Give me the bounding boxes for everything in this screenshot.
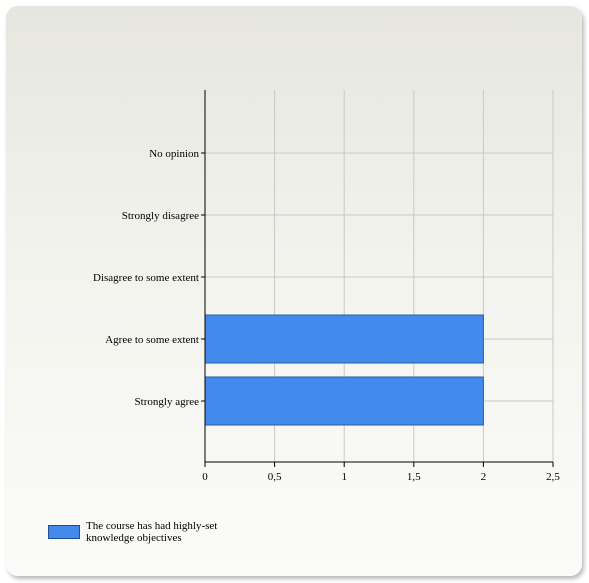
x-tick-label: 2,5 [546,471,560,483]
y-tick-label: Disagree to some extent [93,272,199,284]
y-tick-label: Strongly disagree [122,210,199,222]
x-tick-label: 0,5 [268,471,282,483]
legend: The course has had highly-set knowledge … [48,520,256,544]
x-tick-label: 2 [481,471,487,483]
bar [204,314,484,364]
x-tick-label: 1,5 [407,471,421,483]
bar-chart: No opinion Strongly disagree Disagree to s… [93,90,560,483]
x-tick-label: 1 [341,471,347,483]
legend-swatch [48,525,80,539]
bar [204,376,484,426]
legend-label: The course has had highly-set knowledge … [86,520,218,544]
x-tick-label: 0 [202,471,208,483]
chart-panel: No opinion Strongly disagree Disagree to s… [6,6,582,576]
y-tick-label: No opinion [149,148,199,160]
y-tick-label: Agree to some extent [105,334,199,346]
y-tick-label: Strongly agree [135,396,200,408]
